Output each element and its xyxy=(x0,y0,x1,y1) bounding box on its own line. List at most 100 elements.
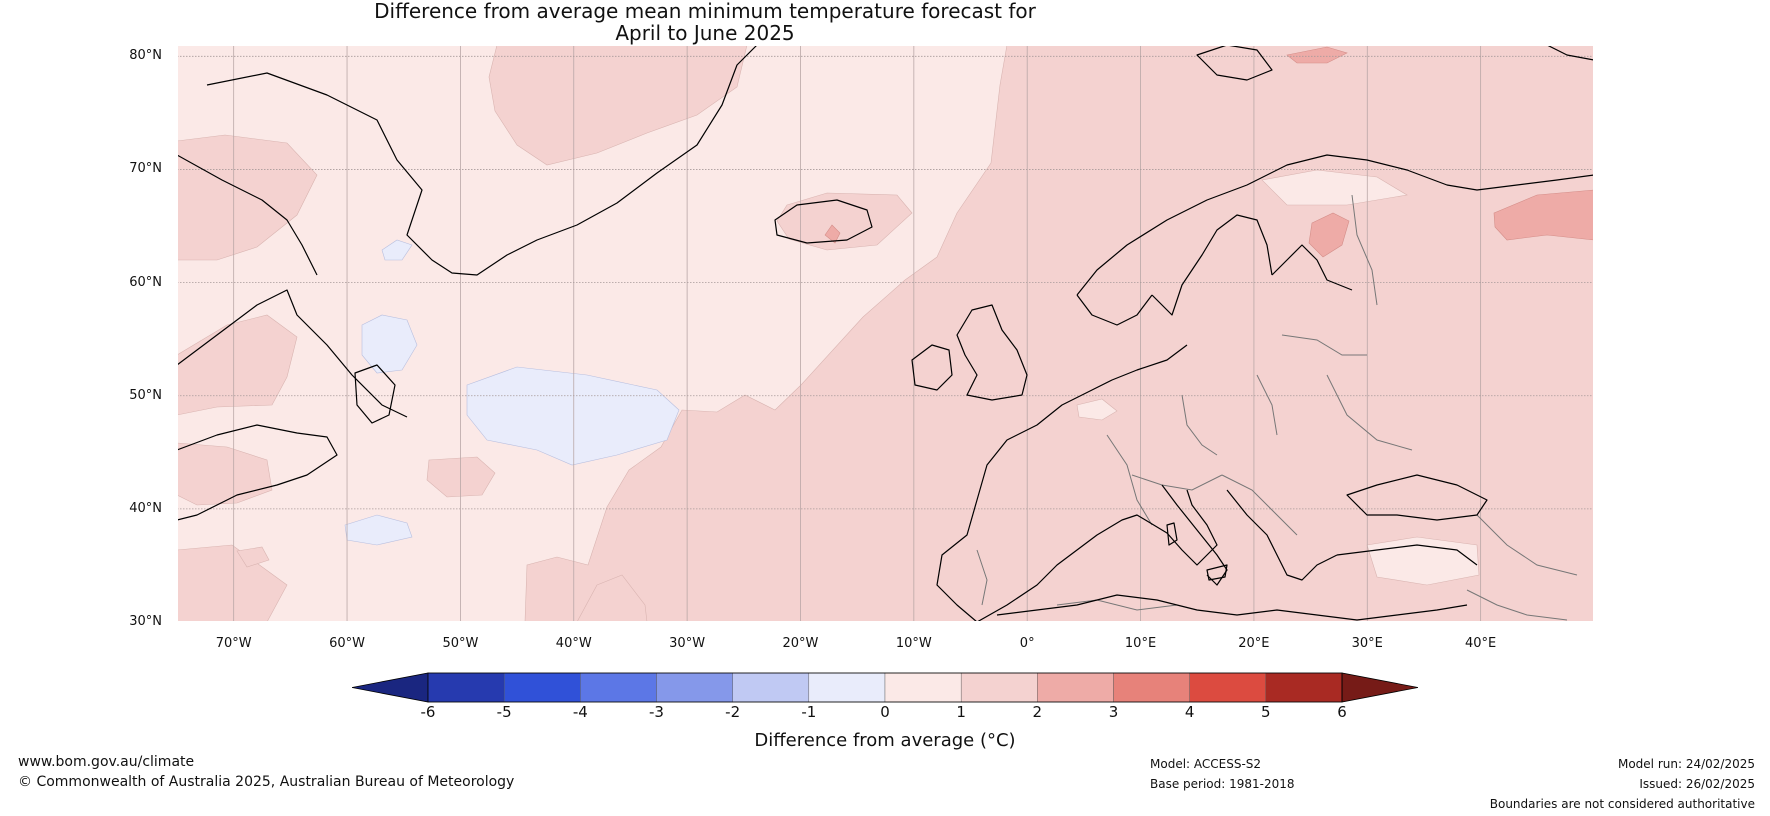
anomaly-region-labrador-sea-cool xyxy=(361,314,418,374)
colorbar-box-1-to-2 xyxy=(960,672,1038,703)
country-borders xyxy=(976,194,1578,621)
coast-baffin-island xyxy=(177,154,318,276)
colorbar-label-2: 2 xyxy=(1032,703,1043,721)
lat-label-70n: 70°N xyxy=(129,161,162,177)
coast-svalbard xyxy=(1196,45,1273,81)
anomaly-pocket-north-sea xyxy=(1076,398,1118,421)
colorbar-box--1-to-0 xyxy=(808,672,886,703)
anomaly-region-small-west xyxy=(236,546,270,568)
colorbar-label-minus-1: -1 xyxy=(801,703,817,721)
footer-copyright: © Commonwealth of Australia 2025, Austra… xyxy=(18,774,515,790)
colorbar-label-minus-6: -6 xyxy=(420,703,436,721)
footer-model-run: Model run: 24/02/2025 xyxy=(1617,757,1755,771)
anomaly-region-greenland-coast-cool xyxy=(381,239,413,261)
coast-great-britain xyxy=(956,304,1028,401)
colorbar-box--5-to--4 xyxy=(503,672,581,703)
footer-base-period: Base period: 1981-2018 xyxy=(1150,777,1295,791)
coast-italy xyxy=(1161,484,1228,586)
coast-norway-south xyxy=(1076,294,1153,326)
colorbar-label-minus-2: -2 xyxy=(725,703,741,721)
lon-label-20w: 20°W xyxy=(782,636,819,651)
coast-iceland xyxy=(774,199,873,244)
border-poland-belarus xyxy=(1256,374,1278,436)
lon-label-10e: 10°E xyxy=(1124,636,1157,651)
colorbar-box--3-to--2 xyxy=(656,672,733,703)
anomaly-region-nova-scotia-coast xyxy=(177,544,288,622)
coastlines xyxy=(177,45,1594,622)
colorbar-label-6: 6 xyxy=(1337,703,1347,721)
footer-model: Model: ACCESS-S2 xyxy=(1150,757,1262,771)
border-germany-poland xyxy=(1181,394,1218,456)
coast-sweden-baltic xyxy=(1151,214,1273,316)
colorbar-box--6-to--5 xyxy=(427,672,505,703)
forecast-map xyxy=(177,45,1594,622)
colorbar-outline xyxy=(427,672,1343,703)
colorbar-box--4-to--3 xyxy=(580,672,657,703)
lon-label-40w: 40°W xyxy=(555,636,592,651)
coast-newfoundland xyxy=(354,364,396,424)
anomaly-region-central-atlantic-cool xyxy=(466,366,680,466)
border-baltic-states xyxy=(1281,334,1367,356)
lat-label-60n: 60°N xyxy=(129,274,162,290)
coast-scandinavia xyxy=(1076,154,1594,296)
lat-label-30n: 30°N xyxy=(129,614,162,629)
lon-label-30w: 30°W xyxy=(669,636,706,651)
colorbar-label-4: 4 xyxy=(1184,703,1195,721)
lon-label-40e: 40°E xyxy=(1464,636,1497,651)
anomaly-region-labrador xyxy=(177,314,298,416)
colorbar-box-5-to-6 xyxy=(1265,672,1343,703)
anomaly-region-iceland xyxy=(776,192,913,251)
border-ukraine-russia xyxy=(1326,374,1413,451)
colorbar xyxy=(352,672,1418,703)
lat-label-80n: 80°N xyxy=(129,48,162,64)
coast-ireland xyxy=(911,344,953,391)
colorbar-label-3: 3 xyxy=(1108,703,1119,721)
colorbar-box-3-to-4 xyxy=(1113,672,1190,703)
coast-black-sea xyxy=(1346,474,1488,521)
anomaly-region-atlantic-blob xyxy=(426,456,496,498)
coast-sicily xyxy=(1206,564,1228,581)
border-balkans xyxy=(1221,474,1298,536)
lon-label-20e: 20°E xyxy=(1238,636,1270,651)
colorbar-label-minus-4: -4 xyxy=(572,703,588,721)
map-border xyxy=(177,45,1594,622)
graticule xyxy=(177,45,1594,622)
coast-labrador xyxy=(177,289,408,418)
border-turkey-east xyxy=(1476,514,1578,576)
colorbar-box-0-to-1 xyxy=(884,672,962,703)
coast-finland xyxy=(1271,244,1353,291)
lon-label-30e: 30°E xyxy=(1351,636,1383,651)
footer-issued: Issued: 26/02/2025 xyxy=(1639,777,1755,791)
colorbar-label-minus-5: -5 xyxy=(496,703,512,721)
map-title-line-1: Difference from average mean minimum tem… xyxy=(374,0,1036,23)
border-middle-east xyxy=(1466,589,1568,621)
lon-label-10w: 10°W xyxy=(895,636,932,651)
border-north-africa xyxy=(1056,599,1178,611)
lon-label-70w: 70°W xyxy=(215,636,252,651)
lat-label-50n: 50°N xyxy=(129,387,162,403)
lon-label-50w: 50°W xyxy=(442,636,479,651)
colorbar-label-0: 0 xyxy=(880,703,890,721)
colorbar-title: Difference from average (°C) xyxy=(754,730,1016,751)
lon-label-0: 0° xyxy=(1019,636,1035,651)
coast-balkans-greece xyxy=(1226,489,1338,581)
border-spain-portugal xyxy=(976,549,988,606)
coast-iberia-med xyxy=(976,489,1218,622)
coast-north-africa xyxy=(996,594,1468,621)
lat-label-40n: 40°N xyxy=(129,500,162,516)
coast-greenland xyxy=(206,45,758,276)
border-finland-russia xyxy=(1351,194,1378,306)
colorbar-box--2-to--1 xyxy=(732,672,810,703)
colorbar-label-5: 5 xyxy=(1261,703,1271,721)
colorbar-box-2-to-3 xyxy=(1037,672,1114,703)
border-france-germany xyxy=(1106,434,1153,526)
coast-nova-scotia xyxy=(177,424,338,521)
anomaly-region-northwest-russia xyxy=(1493,189,1594,241)
anomaly-regions-2-to-3 xyxy=(824,46,1594,258)
colorbar-label-1: 1 xyxy=(956,703,966,721)
anomaly-pocket-barents xyxy=(1261,169,1408,206)
anomaly-region-svalbard-sea xyxy=(1286,46,1348,64)
colorbar-overflow-triangle xyxy=(1341,672,1418,703)
anomaly-region-lapland xyxy=(1308,212,1350,258)
footer-disclaimer: Boundaries are not considered authoritat… xyxy=(1489,797,1755,811)
